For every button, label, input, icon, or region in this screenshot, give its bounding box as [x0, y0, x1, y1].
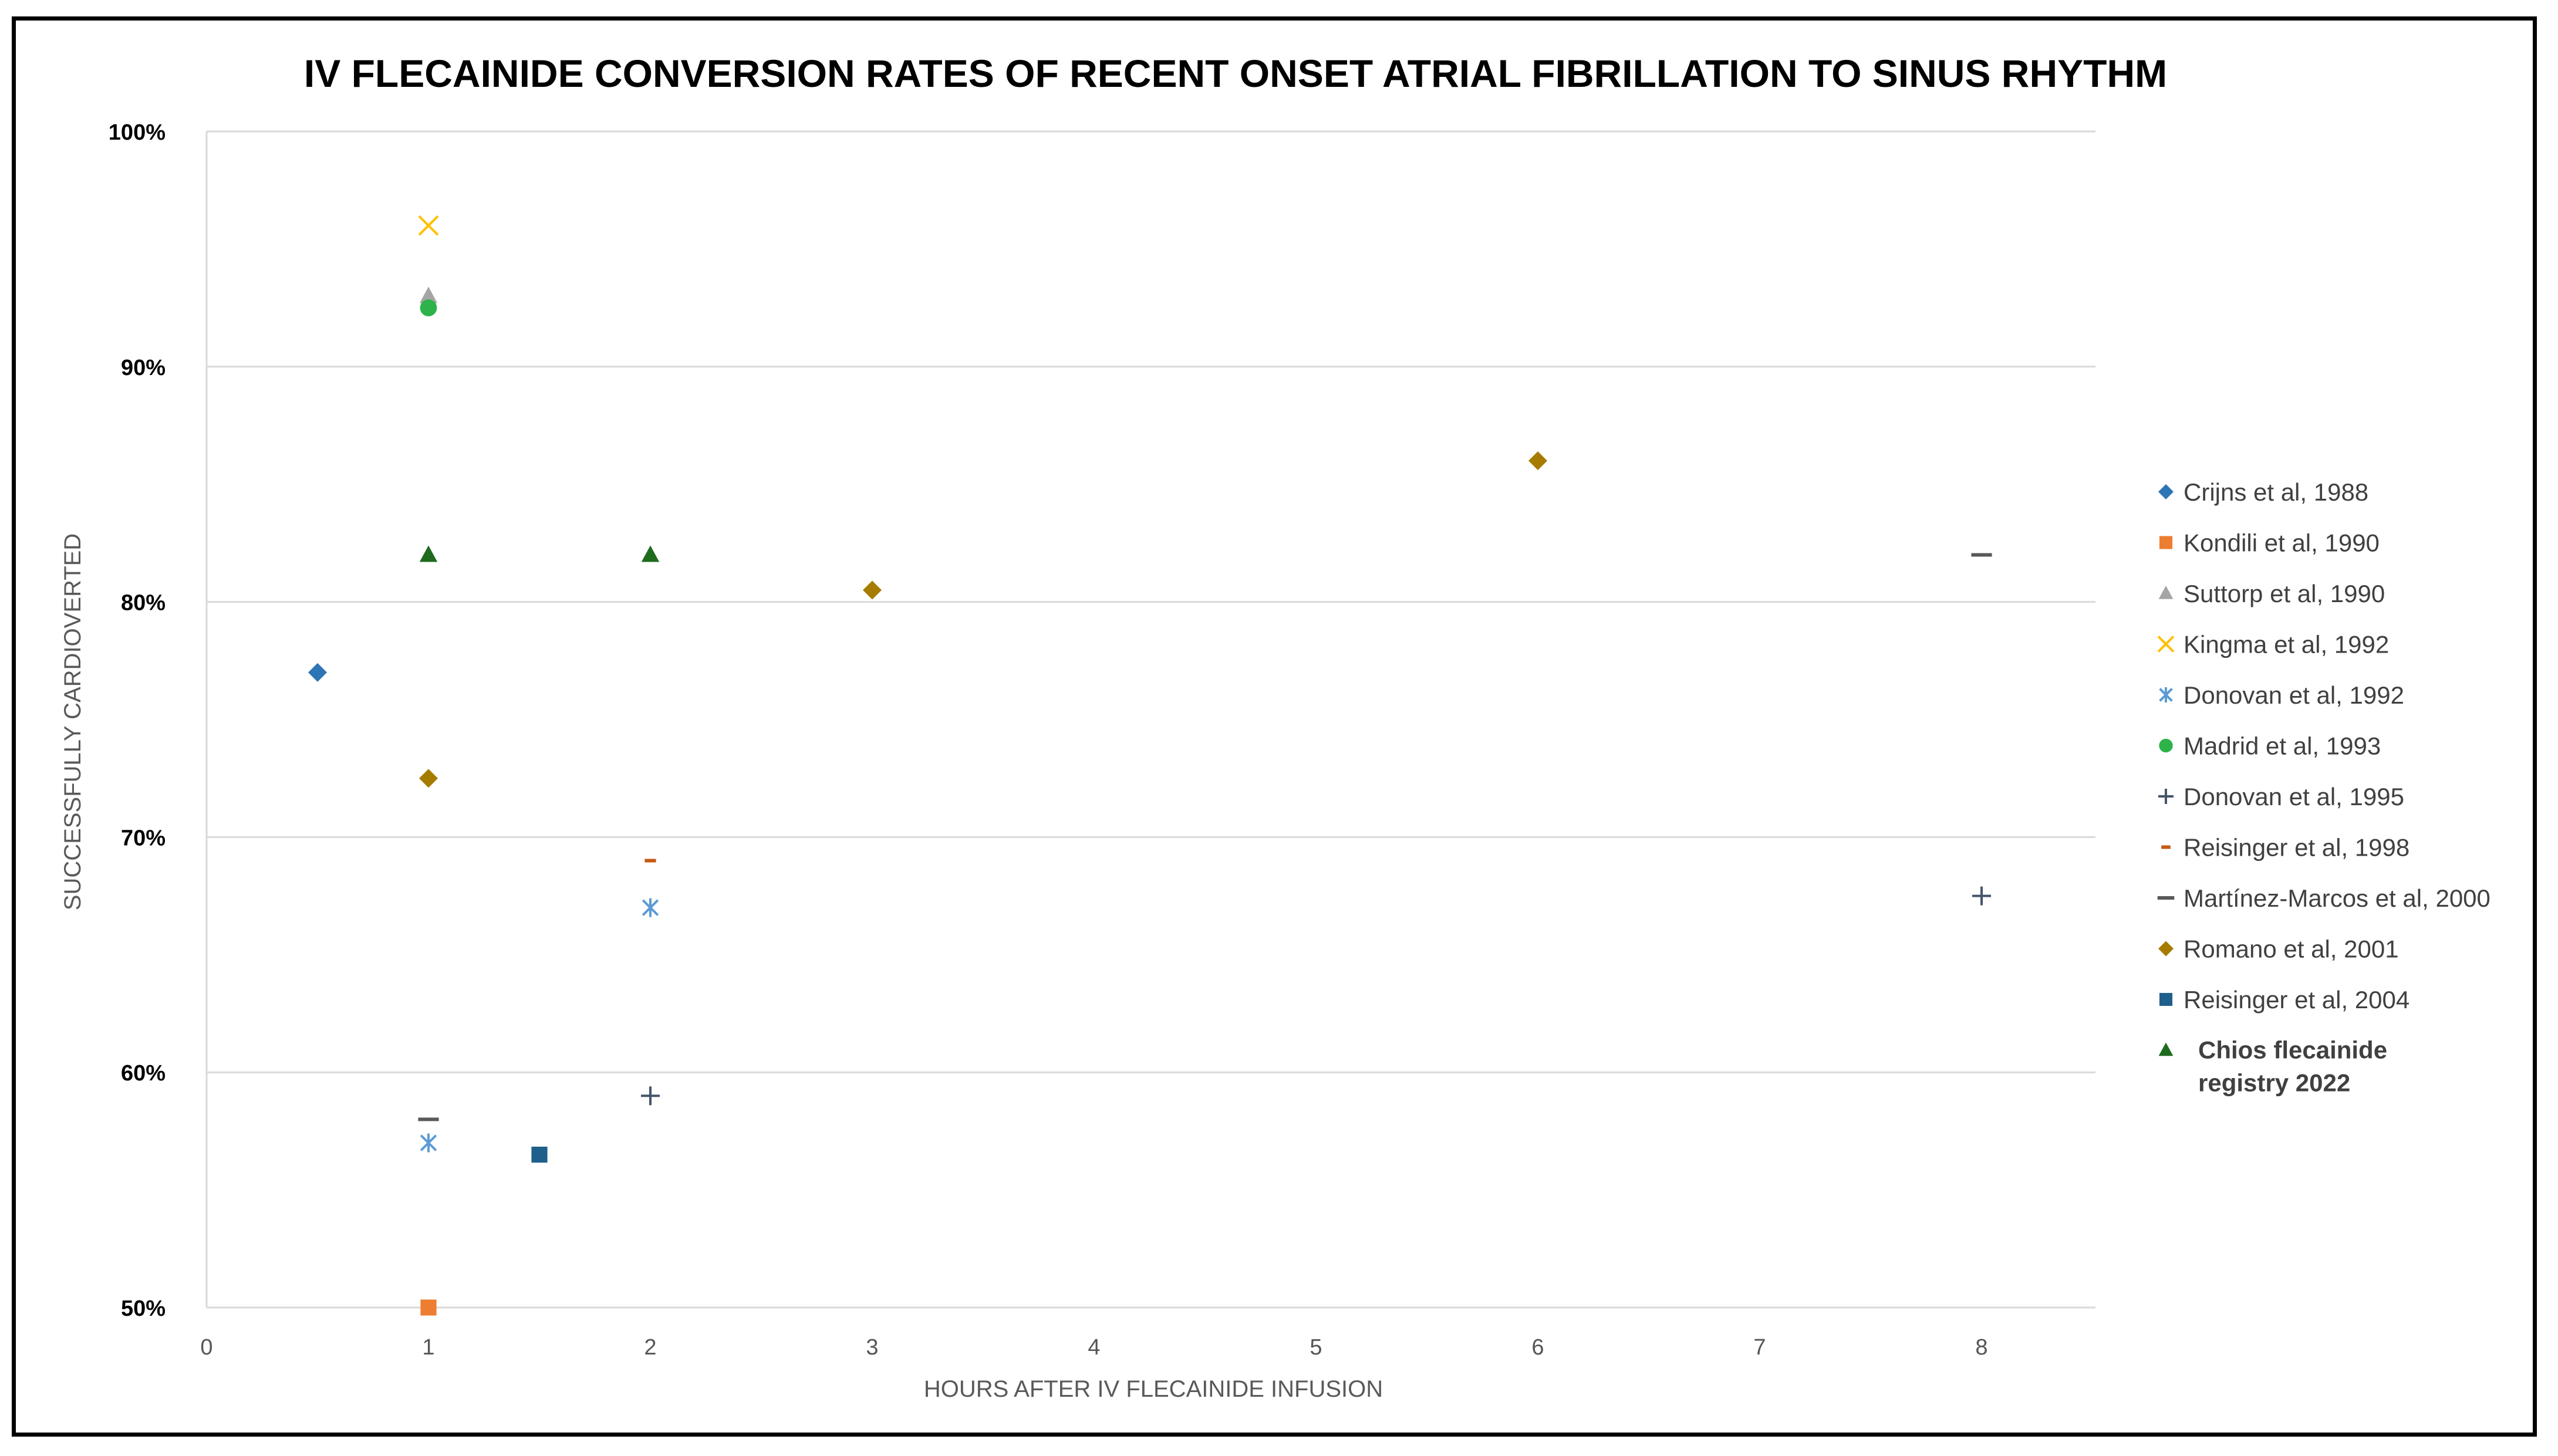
x-tick-label: 2 [644, 1335, 656, 1360]
legend-label: Kondili et al, 1990 [2184, 529, 2380, 557]
legend-item-madrid-et-al-1993: Madrid et al, 1993 [2159, 732, 2381, 760]
x-tick-label: 8 [1975, 1335, 1987, 1360]
y-tick-label: 80% [121, 591, 166, 616]
point-donovan-et-al-1992 [420, 1133, 437, 1153]
legend-item-kingma-et-al-1992: Kingma et al, 1992 [2157, 631, 2389, 658]
legend-label: Reisinger et al, 1998 [2184, 834, 2409, 862]
point-donovan-et-al-1995 [641, 1086, 660, 1106]
point-chios-flecainide-registry-2022 [419, 545, 438, 562]
x-axis-ticks: 0 1 2 3 4 5 6 7 8 [200, 1335, 1987, 1360]
legend-item-suttorp-et-al-1990: Suttorp et al, 1990 [2158, 580, 2385, 607]
point-crijns-et-al-1988 [308, 663, 327, 682]
legend-item-martinez-marcos-et-al-2000: Martínez-Marcos et al, 2000 [2157, 884, 2490, 912]
grid-lines [205, 130, 2095, 1309]
x-tick-label: 6 [1531, 1335, 1544, 1360]
legend-marker-madrid-et-al-1993 [2159, 738, 2173, 753]
data-points [308, 215, 1992, 1316]
x-axis-label: HOURS AFTER IV FLECAINIDE INFUSION [924, 1376, 1383, 1402]
legend-item-donovan-et-al-1995: Donovan et al, 1995 [2158, 783, 2404, 810]
legend-item-reisinger-et-al-2004: Reisinger et al, 2004 [2159, 986, 2409, 1014]
legend-label: Reisinger et al, 2004 [2184, 986, 2409, 1014]
legend-marker-chios-flecainide-registry-2022 [2158, 1042, 2174, 1056]
legend-marker-suttorp-et-al-1990 [2158, 586, 2174, 599]
legend-label: Martínez-Marcos et al, 2000 [2184, 884, 2490, 912]
x-tick-label: 0 [200, 1335, 212, 1360]
legend-marker-kingma-et-al-1992 [2157, 636, 2175, 653]
legend-label-line: Chios flecainide [2198, 1036, 2387, 1064]
chart-title: IV FLECAINIDE CONVERSION RATES OF RECENT… [304, 52, 2167, 95]
point-romano-et-al-2001 [419, 769, 438, 788]
x-tick-label: 5 [1310, 1335, 1322, 1360]
legend-item-kondili-et-al-1990: Kondili et al, 1990 [2159, 529, 2380, 557]
legend-marker-romano-et-al-2001 [2158, 941, 2174, 957]
point-madrid-et-al-1993 [420, 299, 437, 316]
point-kondili-et-al-1990 [420, 1299, 437, 1316]
x-tick-label: 4 [1088, 1335, 1100, 1360]
y-axis-ticks: 50% 60% 70% 80% 90% 100% [109, 120, 166, 1321]
point-kingma-et-al-1992 [418, 215, 439, 236]
x-tick-label: 3 [866, 1335, 878, 1360]
x-tick-label: 1 [422, 1335, 434, 1360]
legend-item-chios-flecainide-registry-2022: Chios flecainide registry 2022 [2158, 1036, 2387, 1097]
legend-label: Donovan et al, 1992 [2184, 681, 2404, 709]
point-donovan-et-al-1992 [642, 898, 659, 917]
y-tick-label: 70% [121, 826, 166, 850]
point-reisinger-et-al-2004 [531, 1146, 548, 1163]
legend-label: Madrid et al, 1993 [2184, 732, 2381, 760]
legend-label: Crijns et al, 1988 [2184, 478, 2368, 506]
legend-item-romano-et-al-2001: Romano et al, 2001 [2158, 935, 2399, 963]
legend-marker-crijns-et-al-1988 [2158, 484, 2174, 499]
legend-item-crijns-et-al-1988: Crijns et al, 1988 [2158, 478, 2368, 506]
chart-frame [12, 16, 2537, 1437]
legend: Crijns et al, 1988 Kondili et al, 1990 Sut… [2157, 478, 2490, 1097]
point-donovan-et-al-1995 [1972, 886, 1991, 906]
point-chios-flecainide-registry-2022 [641, 545, 660, 562]
legend-label: Kingma et al, 1992 [2184, 631, 2389, 658]
y-tick-label: 100% [109, 120, 166, 145]
y-tick-label: 50% [121, 1296, 166, 1321]
legend-marker-donovan-et-al-1992 [2159, 687, 2173, 702]
legend-label: Romano et al, 2001 [2184, 935, 2399, 963]
x-tick-label: 7 [1753, 1335, 1766, 1360]
legend-marker-reisinger-et-al-2004 [2159, 992, 2173, 1006]
legend-marker-donovan-et-al-1995 [2158, 789, 2174, 804]
point-romano-et-al-2001 [1528, 451, 1547, 471]
legend-item-reisinger-et-al-1998: Reisinger et al, 1998 [2161, 834, 2409, 862]
legend-marker-kondili-et-al-1990 [2159, 536, 2173, 549]
y-axis-label: SUCCESSFULLY CARDIOVERTED [60, 533, 86, 910]
legend-item-donovan-et-al-1992: Donovan et al, 1992 [2159, 681, 2404, 709]
y-tick-label: 60% [121, 1061, 166, 1086]
point-romano-et-al-2001 [863, 580, 882, 600]
legend-label-line: registry 2022 [2198, 1069, 2350, 1097]
y-tick-label: 90% [121, 356, 166, 380]
legend-label: Suttorp et al, 1990 [2184, 580, 2385, 607]
point-suttorp-et-al-1990 [419, 286, 438, 303]
legend-label: Donovan et al, 1995 [2184, 783, 2404, 810]
